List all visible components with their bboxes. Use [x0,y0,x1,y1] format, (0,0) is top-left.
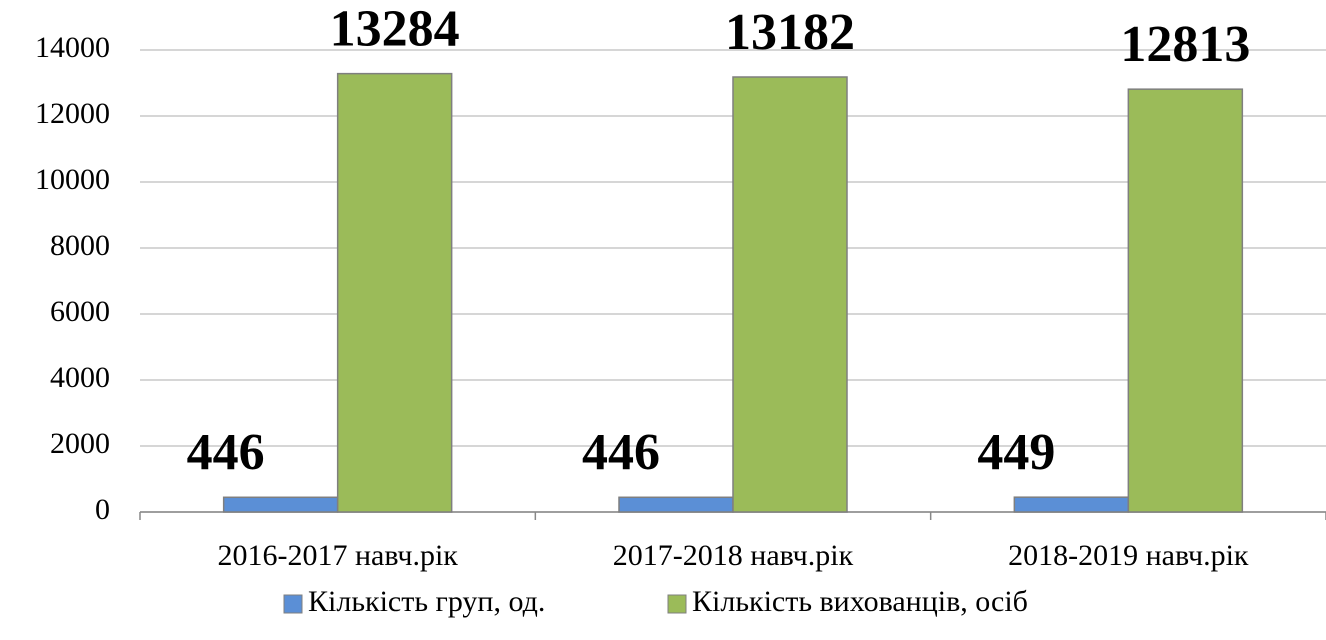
y-tick-label: 14000 [35,31,110,64]
y-tick-label: 0 [95,493,110,526]
value-label: 446 [582,424,660,481]
bar [222,496,339,513]
legend-label: Кількість груп, од. [308,585,545,618]
y-tick-label: 10000 [35,163,110,196]
bar [1013,496,1130,513]
y-tick-label: 12000 [35,97,110,130]
y-tick-label: 6000 [50,295,110,328]
x-tick-label: 2016-2017 навч.рік [217,539,458,572]
value-label: 446 [187,424,265,481]
y-tick-label: 8000 [50,229,110,262]
legend-swatch [283,594,303,614]
x-tick-label: 2017-2018 навч.рік [613,539,854,572]
value-label: 12813 [1120,16,1250,73]
legend-swatch [667,594,687,614]
bar [732,76,848,513]
bar [336,72,453,513]
value-label: 13284 [330,1,460,58]
bar [1127,88,1244,513]
x-tick-label: 2018-2019 навч.рік [1008,539,1249,572]
y-tick-label: 2000 [50,427,110,460]
bar [618,496,734,513]
legend-label: Кількість вихованців, осіб [692,585,1028,618]
y-tick-label: 4000 [50,361,110,394]
value-label: 449 [977,424,1055,481]
value-label: 13182 [725,4,855,61]
